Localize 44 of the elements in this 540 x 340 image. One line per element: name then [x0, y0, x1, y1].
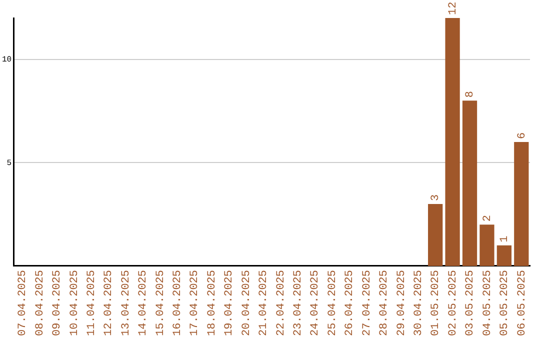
x-tick-label: 29.04.2025 — [396, 270, 408, 336]
x-tick-label: 02.05.2025 — [447, 270, 460, 336]
x-tick-label: 17.04.2025 — [189, 270, 202, 336]
x-tick-label: 10.04.2025 — [68, 270, 81, 336]
x-tick-label: 01.05.2025 — [430, 270, 442, 336]
bar — [462, 100, 478, 266]
y-tick-label: 10 — [2, 55, 12, 64]
x-tick-label: 21.04.2025 — [258, 270, 270, 336]
x-tick-label: 24.04.2025 — [310, 270, 322, 336]
x-tick-label: 28.04.2025 — [378, 270, 391, 336]
bar — [428, 204, 443, 266]
x-tick-label: 07.04.2025 — [17, 270, 30, 336]
x-tick-label: 11.04.2025 — [86, 270, 98, 336]
data-label: 12 — [447, 2, 460, 15]
data-label: 2 — [482, 215, 494, 222]
bar — [514, 142, 529, 266]
x-tick-label: 12.04.2025 — [103, 270, 116, 336]
x-tick-label: 19.04.2025 — [224, 270, 236, 336]
x-tick-label: 27.04.2025 — [361, 270, 374, 336]
x-tick-label: 22.04.2025 — [275, 270, 288, 336]
x-tick-label: 04.05.2025 — [482, 270, 494, 336]
x-tick-label: 15.04.2025 — [154, 270, 167, 336]
x-tick-label: 09.04.2025 — [52, 270, 64, 336]
data-label: 8 — [464, 91, 477, 98]
x-tick-label: 14.04.2025 — [138, 270, 150, 336]
x-tick-label: 03.05.2025 — [464, 270, 477, 336]
y-tick-label: 5 — [6, 158, 12, 168]
data-label: 3 — [430, 194, 442, 201]
x-tick-label: 18.04.2025 — [206, 270, 218, 336]
x-tick-label: 16.04.2025 — [172, 270, 184, 336]
x-tick-label: 26.04.2025 — [344, 270, 356, 336]
x-tick-label: 30.04.2025 — [413, 270, 426, 336]
x-tick-label: 13.04.2025 — [120, 270, 132, 336]
x-tick-label: 06.05.2025 — [516, 270, 528, 336]
data-label: 6 — [516, 132, 528, 139]
bar — [480, 224, 494, 266]
data-label: 1 — [499, 235, 512, 242]
x-tick-label: 05.05.2025 — [499, 270, 512, 336]
x-tick-label: 23.04.2025 — [292, 270, 305, 336]
x-tick-label: 25.04.2025 — [326, 270, 339, 336]
bar — [496, 245, 512, 266]
x-tick-label: 08.04.2025 — [34, 270, 46, 336]
bar — [445, 18, 460, 266]
x-tick-label: 20.04.2025 — [240, 270, 253, 336]
